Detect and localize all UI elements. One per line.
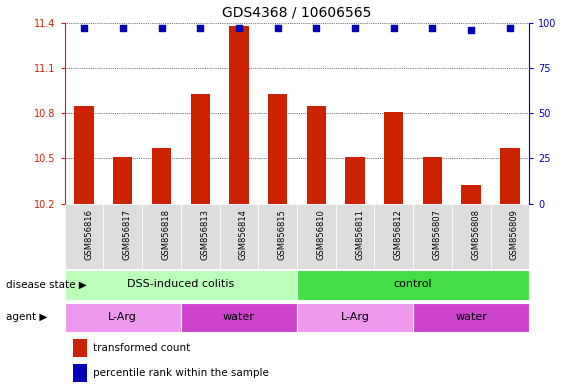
Bar — [73, 364, 87, 382]
Bar — [152, 148, 171, 204]
Text: GSM856814: GSM856814 — [239, 209, 248, 260]
Title: GDS4368 / 10606565: GDS4368 / 10606565 — [222, 5, 372, 19]
Bar — [220, 204, 258, 269]
Bar — [65, 270, 297, 300]
Text: percentile rank within the sample: percentile rank within the sample — [93, 368, 269, 378]
Text: control: control — [394, 280, 432, 290]
Bar — [500, 148, 520, 204]
Text: disease state ▶: disease state ▶ — [6, 280, 86, 290]
Bar — [490, 204, 529, 269]
Point — [351, 25, 360, 31]
Bar — [74, 106, 94, 204]
Point — [506, 25, 515, 31]
Text: L-Arg: L-Arg — [108, 312, 137, 322]
Bar — [345, 157, 365, 204]
Point — [273, 25, 282, 31]
Text: GSM856808: GSM856808 — [471, 209, 480, 260]
Text: GSM856816: GSM856816 — [84, 209, 93, 260]
Bar — [268, 94, 287, 204]
Text: agent ▶: agent ▶ — [6, 312, 47, 322]
Bar — [423, 157, 442, 204]
Text: GSM856817: GSM856817 — [123, 209, 132, 260]
Point — [467, 27, 476, 33]
Point — [118, 25, 127, 31]
Bar — [258, 204, 297, 269]
Bar — [297, 270, 529, 300]
Bar — [297, 303, 413, 333]
Point — [312, 25, 321, 31]
Text: L-Arg: L-Arg — [341, 312, 369, 322]
Text: GSM856807: GSM856807 — [432, 209, 441, 260]
Bar — [113, 157, 132, 204]
Text: DSS-induced colitis: DSS-induced colitis — [127, 280, 234, 290]
Bar — [307, 106, 326, 204]
Bar — [384, 112, 404, 204]
Bar — [452, 204, 490, 269]
Bar — [65, 303, 181, 333]
Text: GSM856812: GSM856812 — [394, 209, 403, 260]
Text: GSM856811: GSM856811 — [355, 209, 364, 260]
Bar — [65, 204, 104, 269]
Bar — [413, 204, 452, 269]
Bar — [73, 339, 87, 356]
Point — [157, 25, 166, 31]
Point — [79, 25, 88, 31]
Text: GSM856810: GSM856810 — [316, 209, 325, 260]
Text: GSM856818: GSM856818 — [162, 209, 171, 260]
Point — [428, 25, 437, 31]
Text: water: water — [455, 312, 487, 322]
Bar — [336, 204, 374, 269]
Bar — [181, 204, 220, 269]
Text: water: water — [223, 312, 255, 322]
Text: GSM856813: GSM856813 — [200, 209, 209, 260]
Point — [234, 25, 243, 31]
Bar — [181, 303, 297, 333]
Point — [389, 25, 398, 31]
Bar — [462, 185, 481, 204]
Point — [196, 25, 205, 31]
Text: transformed count: transformed count — [93, 343, 190, 353]
Bar — [142, 204, 181, 269]
Text: GSM856809: GSM856809 — [510, 209, 519, 260]
Bar — [229, 26, 249, 204]
Bar — [104, 204, 142, 269]
Bar — [297, 204, 336, 269]
Bar — [190, 94, 210, 204]
Bar — [413, 303, 529, 333]
Bar — [374, 204, 413, 269]
Text: GSM856815: GSM856815 — [278, 209, 287, 260]
